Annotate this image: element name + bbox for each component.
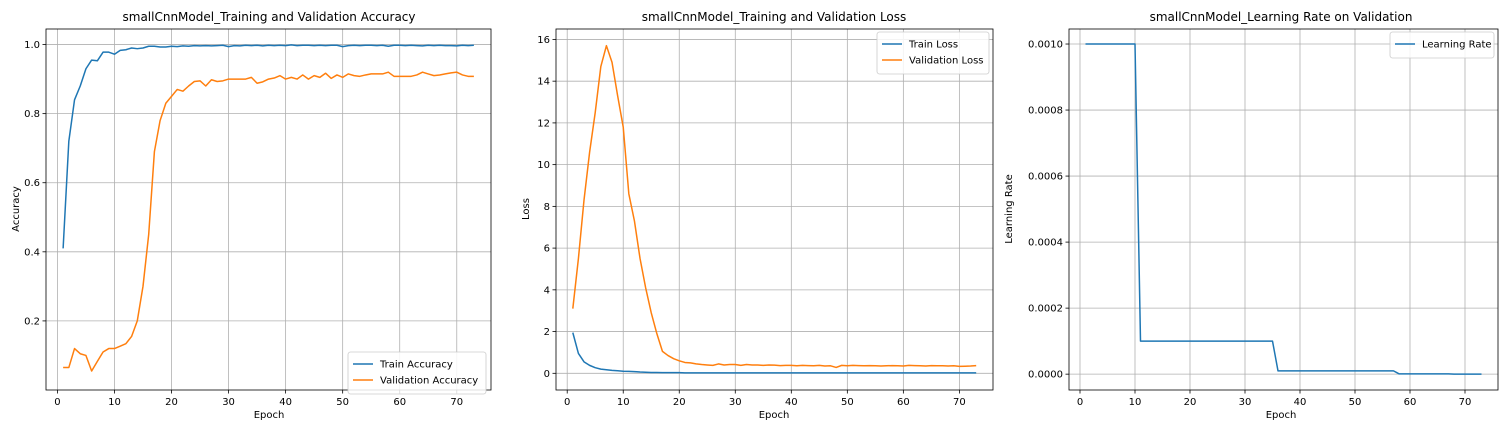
accuracy-y-tick-label: 0.2 [24, 316, 40, 327]
accuracy-x-tick-label: 0 [54, 397, 60, 408]
loss-legend-label: Train Loss [908, 40, 958, 51]
accuracy-y-axis-label: Accuracy [11, 186, 22, 232]
loss-x-axis-label: Epoch [759, 410, 790, 421]
accuracy-x-axis-label: Epoch [254, 410, 285, 421]
learning-rate-x-tick-label: 10 [1129, 397, 1142, 408]
accuracy-x-tick-label: 10 [108, 397, 121, 408]
loss-x-tick-label: 0 [564, 397, 570, 408]
learning-rate-series-learning-rate [1085, 43, 1482, 375]
loss-x-tick-label: 40 [785, 397, 798, 408]
accuracy-x-tick-label: 30 [222, 397, 235, 408]
learning-rate-x-tick-label: 30 [1239, 397, 1252, 408]
accuracy-x-tick-label: 50 [336, 397, 349, 408]
accuracy-series-train-accuracy [62, 44, 474, 249]
loss-x-tick-label: 70 [953, 397, 966, 408]
loss-y-tick-label: 8 [544, 202, 550, 213]
learning-rate-y-tick-label: 0.0008 [1028, 106, 1063, 117]
loss-legend-label: Validation Loss [909, 56, 984, 67]
accuracy-x-tick-label: 20 [165, 397, 178, 408]
learning-rate-x-tick-label: 40 [1294, 397, 1307, 408]
learning-rate-y-tick-label: 0.0004 [1028, 238, 1063, 249]
learning-rate-chart: smallCnnModel_Learning Rate on Validatio… [1004, 10, 1499, 421]
loss-chart-title: smallCnnModel_Training and Validation Lo… [642, 10, 907, 24]
accuracy-legend: Train Accuracy Validation Accuracy [347, 351, 487, 395]
learning-rate-legend: Learning Rate [1389, 31, 1495, 59]
loss-y-tick-label: 10 [537, 160, 550, 171]
loss-x-tick-label: 10 [617, 397, 630, 408]
learning-rate-x-tick-label: 70 [1459, 397, 1472, 408]
loss-grid [556, 29, 993, 390]
accuracy-y-tick-label: 1.0 [24, 40, 40, 51]
accuracy-y-tick-label: 0.4 [24, 247, 40, 258]
accuracy-legend-label: Train Accuracy [379, 360, 453, 371]
accuracy-series-validation-accuracy [63, 71, 474, 372]
learning-rate-y-tick-label: 0.0000 [1028, 370, 1063, 381]
learning-rate-x-tick-label: 60 [1404, 397, 1417, 408]
loss-y-tick-label: 14 [537, 77, 550, 88]
loss-y-tick-label: 2 [544, 327, 550, 338]
learning-rate-y-axis-label: Learning Rate [1004, 174, 1015, 244]
accuracy-x-tick-label: 70 [450, 397, 463, 408]
accuracy-x-tick-label: 40 [279, 397, 292, 408]
learning-rate-y-tick-label: 0.0002 [1028, 304, 1063, 315]
accuracy-chart-title: smallCnnModel_Training and Validation Ac… [123, 10, 416, 24]
accuracy-y-tick-label: 0.8 [24, 109, 40, 120]
learning-rate-x-tick-label: 0 [1077, 397, 1083, 408]
accuracy-chart: smallCnnModel_Training and Validation Ac… [11, 10, 492, 421]
learning-rate-plot-frame [1068, 28, 1499, 391]
learning-rate-x-tick-label: 50 [1349, 397, 1362, 408]
accuracy-legend-label: Validation Accuracy [380, 376, 478, 387]
loss-series-train-loss [572, 332, 977, 374]
loss-legend-box [876, 31, 990, 75]
learning-rate-grid [1069, 29, 1498, 390]
learning-rate-legend-box [1389, 31, 1495, 59]
loss-y-tick-label: 6 [544, 244, 550, 255]
loss-x-tick-label: 20 [673, 397, 686, 408]
learning-rate-chart-title: smallCnnModel_Learning Rate on Validatio… [1150, 10, 1413, 24]
loss-x-tick-label: 50 [841, 397, 854, 408]
loss-plot-frame [555, 28, 994, 391]
loss-series-validation-loss [572, 44, 977, 369]
loss-legend: Train Loss Validation Loss [876, 31, 990, 75]
loss-y-tick-label: 12 [537, 118, 550, 129]
learning-rate-x-tick-label: 20 [1184, 397, 1197, 408]
accuracy-y-tick-label: 0.6 [24, 178, 40, 189]
loss-x-tick-label: 30 [729, 397, 742, 408]
learning-rate-x-axis-label: Epoch [1266, 410, 1297, 421]
accuracy-x-tick-label: 60 [393, 397, 406, 408]
accuracy-grid [46, 29, 491, 390]
accuracy-legend-box [347, 351, 487, 395]
loss-chart: smallCnnModel_Training and Validation Lo… [521, 10, 994, 421]
loss-y-tick-label: 0 [544, 369, 550, 380]
loss-y-tick-label: 4 [544, 285, 550, 296]
learning-rate-y-tick-label: 0.0010 [1028, 40, 1063, 51]
learning-rate-legend-label: Learning Rate [1422, 40, 1492, 51]
loss-x-tick-label: 60 [897, 397, 910, 408]
loss-y-tick-label: 16 [537, 35, 550, 46]
learning-rate-y-tick-label: 0.0006 [1028, 172, 1063, 183]
loss-y-axis-label: Loss [521, 198, 532, 220]
accuracy-plot-frame [45, 28, 492, 391]
